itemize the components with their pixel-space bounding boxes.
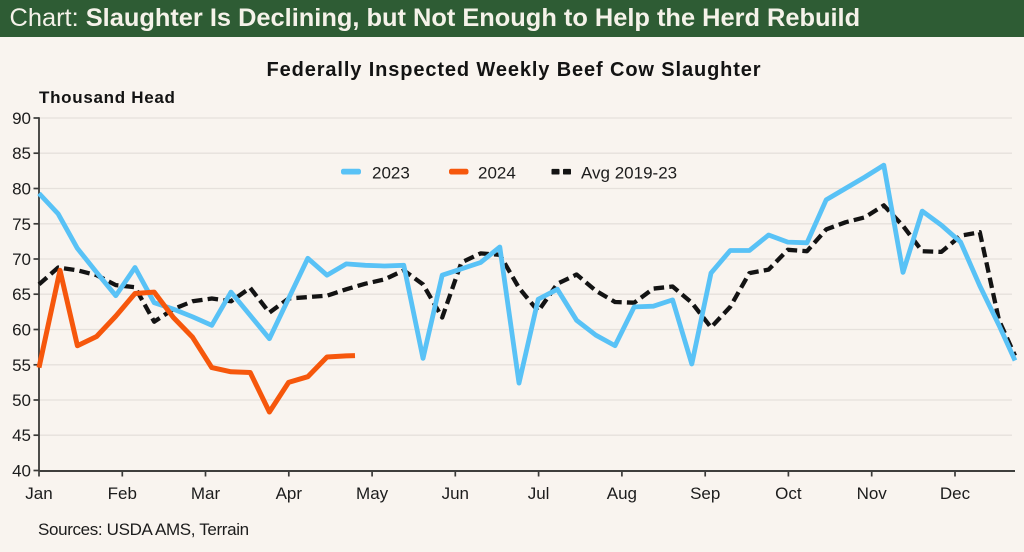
svg-text:May: May xyxy=(356,484,389,503)
svg-text:Feb: Feb xyxy=(108,484,137,503)
svg-text:Nov: Nov xyxy=(857,484,888,503)
svg-text:55: 55 xyxy=(12,356,31,375)
svg-text:Sep: Sep xyxy=(690,484,720,503)
svg-text:Avg 2019-23: Avg 2019-23 xyxy=(581,164,677,183)
svg-text:70: 70 xyxy=(12,250,31,269)
svg-text:Dec: Dec xyxy=(940,484,971,503)
svg-text:40: 40 xyxy=(12,462,31,481)
svg-text:Jun: Jun xyxy=(442,484,469,503)
svg-text:45: 45 xyxy=(12,426,31,445)
svg-text:75: 75 xyxy=(12,215,31,234)
svg-text:90: 90 xyxy=(12,109,31,128)
svg-text:Mar: Mar xyxy=(191,484,221,503)
svg-text:Oct: Oct xyxy=(775,484,802,503)
svg-text:85: 85 xyxy=(12,144,31,163)
svg-text:65: 65 xyxy=(12,285,31,304)
svg-text:Jul: Jul xyxy=(528,484,550,503)
svg-text:Apr: Apr xyxy=(276,484,303,503)
svg-text:2023: 2023 xyxy=(372,164,410,183)
svg-text:2024: 2024 xyxy=(478,164,516,183)
svg-text:Aug: Aug xyxy=(607,484,637,503)
svg-text:80: 80 xyxy=(12,180,31,199)
svg-text:50: 50 xyxy=(12,391,31,410)
svg-text:60: 60 xyxy=(12,321,31,340)
svg-text:Jan: Jan xyxy=(25,484,52,503)
